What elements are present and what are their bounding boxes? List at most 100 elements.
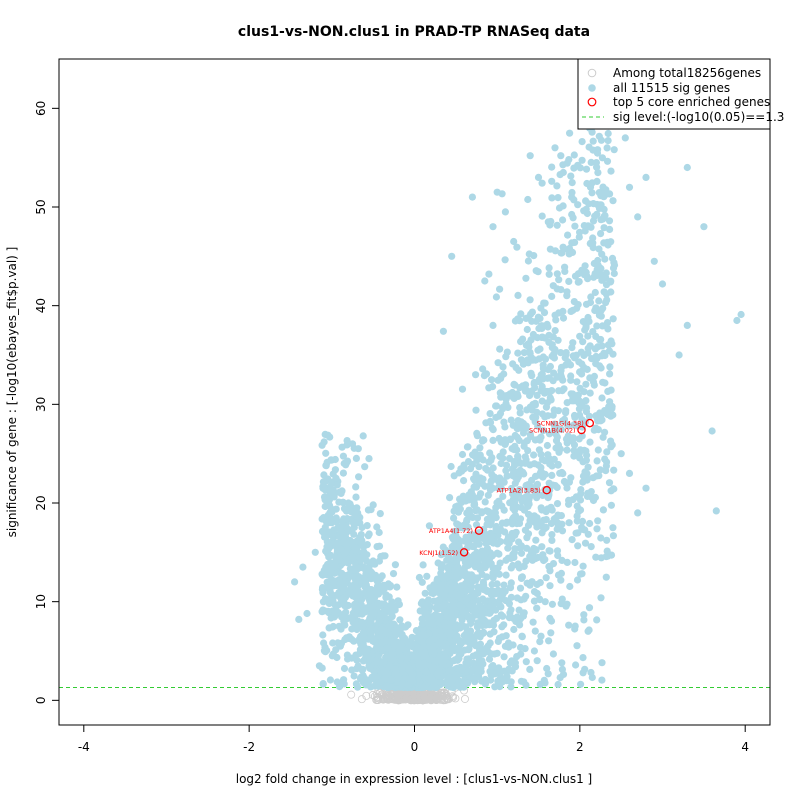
sig-point	[559, 314, 568, 322]
sig-point	[565, 621, 573, 629]
non-sig-point	[372, 695, 381, 704]
sig-point	[521, 526, 530, 534]
sig-point	[579, 654, 587, 662]
sig-point	[502, 461, 511, 469]
sig-point	[492, 413, 500, 422]
sig-point	[324, 581, 333, 589]
sig-point	[548, 292, 556, 300]
sig-point	[554, 571, 563, 579]
sig-point	[584, 344, 592, 352]
sig-point	[487, 532, 495, 540]
sig-point	[603, 536, 611, 544]
sig-point	[360, 548, 368, 556]
sig-point	[521, 459, 529, 467]
sig-point	[602, 281, 611, 289]
sig-point	[617, 450, 625, 458]
sig-point	[594, 169, 602, 177]
sig-point	[337, 527, 345, 535]
sig-point	[563, 446, 571, 454]
sig-point	[557, 600, 565, 608]
sig-point	[593, 322, 601, 330]
sig-point	[472, 642, 480, 650]
sig-point	[519, 609, 527, 617]
sig-point	[450, 507, 458, 515]
sig-point	[331, 466, 339, 474]
sig-point	[541, 598, 549, 606]
sig-point	[458, 666, 466, 674]
sig-point	[599, 304, 607, 312]
sig-point	[607, 437, 615, 445]
sig-point	[603, 144, 611, 152]
sig-point	[544, 451, 552, 459]
sig-point	[558, 659, 566, 667]
sig-point	[700, 223, 708, 231]
sig-point	[509, 641, 517, 649]
sig-point	[414, 670, 422, 678]
sig-point	[597, 534, 605, 542]
sig-point	[487, 650, 495, 658]
sig-point	[573, 378, 581, 386]
sig-point	[523, 325, 531, 334]
sig-point	[593, 616, 601, 624]
sig-point	[557, 286, 565, 294]
sig-point	[494, 359, 502, 367]
sig-point	[431, 628, 439, 636]
sig-point	[609, 532, 618, 540]
sig-point	[559, 168, 567, 177]
sig-point	[511, 442, 519, 450]
sig-point	[576, 506, 585, 514]
sig-point	[365, 530, 373, 538]
sig-point	[650, 257, 658, 265]
sig-point	[535, 446, 544, 454]
non-sig-point	[443, 695, 452, 704]
x-tick-label: -4	[78, 740, 90, 754]
sig-point	[712, 507, 720, 515]
sig-point	[530, 460, 539, 468]
sig-point	[588, 128, 596, 136]
sig-point	[447, 608, 456, 616]
sig-point	[470, 603, 478, 611]
sig-point	[476, 451, 484, 459]
sig-point	[503, 348, 511, 356]
sig-point	[448, 252, 456, 260]
sig-point	[610, 269, 618, 278]
sig-point	[454, 563, 462, 571]
sig-point	[421, 589, 429, 597]
sig-point	[344, 499, 352, 507]
sig-point	[538, 382, 546, 391]
sig-point	[530, 597, 539, 605]
sig-point	[533, 514, 541, 522]
sig-point	[522, 658, 530, 666]
sig-point	[503, 518, 511, 526]
sig-point	[562, 409, 570, 417]
sig-point	[610, 485, 618, 493]
sig-point	[349, 554, 357, 562]
non-sig-point	[422, 694, 431, 703]
sig-point	[563, 439, 571, 447]
sig-point	[583, 404, 591, 412]
sig-point	[545, 270, 553, 278]
sig-point	[342, 548, 350, 556]
sig-point	[547, 629, 555, 637]
sig-point	[472, 406, 480, 414]
sig-point	[522, 424, 530, 432]
sig-point	[545, 637, 553, 645]
highlighted-gene-label: SCNN1B(4.02)	[529, 426, 576, 434]
sig-point	[329, 650, 337, 658]
sig-point	[578, 156, 586, 164]
sig-point	[594, 343, 602, 351]
sig-point	[549, 377, 557, 385]
sig-point	[476, 657, 484, 665]
sig-point	[531, 418, 539, 426]
sig-point	[439, 327, 447, 335]
sig-point	[599, 506, 608, 514]
sig-point	[344, 655, 352, 663]
sig-point	[338, 443, 346, 451]
sig-point	[604, 325, 612, 333]
sig-point	[527, 483, 535, 491]
non-sig-point	[383, 694, 392, 703]
sig-point	[394, 672, 402, 680]
sig-point	[533, 604, 541, 612]
sig-point	[486, 410, 494, 418]
sig-point	[325, 544, 333, 552]
